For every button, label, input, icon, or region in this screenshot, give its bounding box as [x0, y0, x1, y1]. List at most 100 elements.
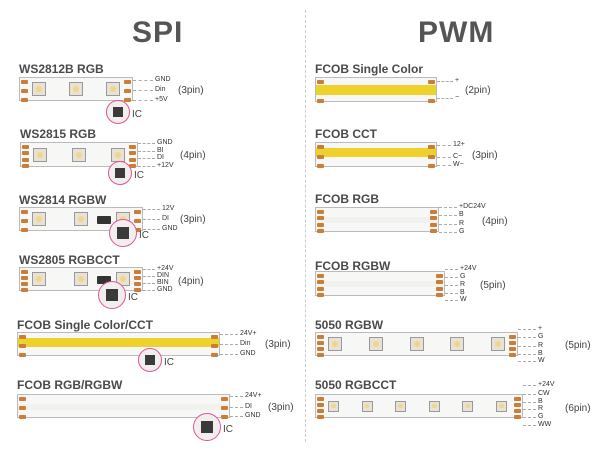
solder-pad [317, 335, 324, 339]
solder-pad [129, 145, 136, 149]
spi-pin-label: BIN [157, 279, 169, 286]
spi-pin-count: (4pin) [178, 276, 204, 287]
pin-lead-line [523, 409, 536, 410]
spi-pin-label: DI [162, 215, 169, 222]
solder-pad [317, 274, 324, 278]
solder-pad [21, 80, 28, 84]
solder-pad [22, 157, 29, 162]
led-emitter [37, 151, 43, 158]
spi-pin-label: +5V [155, 96, 168, 103]
solder-pad [21, 228, 28, 232]
solder-pad [317, 353, 324, 357]
solder-pad [317, 286, 324, 291]
solder-pad [19, 353, 26, 357]
led-emitter [115, 151, 121, 158]
pin-lead-line [230, 407, 243, 408]
led-chip [409, 337, 424, 351]
solder-pad [21, 270, 28, 274]
pin-lead-line [133, 80, 153, 81]
spi-pin-count: (3pin) [268, 402, 294, 413]
ic-label: IC [128, 292, 138, 303]
solder-pad [317, 341, 324, 345]
solder-pad [221, 415, 228, 419]
pwm-pin-label: 12+ [453, 141, 465, 148]
pin-lead-line [437, 81, 453, 82]
led-emitter [36, 86, 42, 92]
pin-lead-line [523, 425, 536, 426]
led-emitter [432, 403, 437, 409]
pin-lead-line [138, 158, 155, 159]
ic-magnifier-icon [108, 161, 132, 185]
solder-pad [22, 151, 29, 156]
spi-pin-label: BI [157, 147, 164, 154]
driver-chip [96, 216, 111, 224]
pin-lead-line [138, 166, 155, 167]
spi-pin-label: Din [155, 86, 166, 93]
solder-pad [124, 80, 131, 84]
pin-lead-line [143, 219, 160, 220]
solder-pad [21, 276, 28, 280]
solder-pad [124, 98, 131, 102]
pin-lead-line [220, 334, 238, 335]
solder-pad [317, 154, 324, 159]
pwm-pin-label: R [459, 220, 465, 227]
spi-pin-count: (3pin) [180, 214, 206, 225]
solder-pad [134, 288, 141, 292]
led-emitter [398, 403, 403, 409]
solder-pad [21, 210, 28, 214]
solder-pad [317, 216, 324, 221]
solder-pad [317, 280, 324, 285]
solder-pad [211, 344, 218, 348]
solder-pad [317, 397, 324, 401]
pwm-led-strip [315, 207, 439, 233]
led-emitter [413, 341, 420, 347]
spi-strip-title: FCOB RGB/RGBW [17, 378, 123, 392]
cob-light-band [18, 404, 229, 410]
pwm-pin-label: B [538, 350, 543, 357]
ic-chip-icon [115, 168, 125, 178]
pwm-pin-label: B [460, 289, 465, 296]
spi-pin-label: GND [240, 350, 256, 357]
pin-lead-line [220, 354, 238, 355]
pin-lead-line [133, 90, 153, 91]
solder-pad [134, 270, 141, 274]
pwm-pin-label: W− [453, 161, 464, 168]
pwm-pin-label: + [538, 325, 543, 332]
ic-magnifier-icon [193, 413, 221, 441]
pwm-pin-count: (5pin) [480, 280, 506, 291]
pin-lead-line [518, 346, 536, 347]
pwm-pin-label: CW [538, 390, 550, 397]
ic-magnifier-icon [138, 348, 162, 372]
spi-led-strip [17, 332, 220, 357]
ic-chip-icon [201, 421, 213, 433]
spi-pin-label: GND [245, 412, 261, 419]
solder-pad [129, 151, 136, 156]
solder-pad [19, 406, 26, 410]
pwm-pin-label: G [538, 413, 544, 420]
solder-pad [430, 229, 437, 233]
pin-lead-line [437, 157, 451, 158]
solder-pad [514, 409, 521, 413]
spi-header: SPI [132, 16, 184, 49]
pin-lead-line [439, 224, 457, 225]
spi-pin-label: 12V [162, 205, 175, 212]
pin-lead-line [518, 361, 536, 362]
pwm-pin-label: + [455, 77, 460, 84]
column-divider [305, 10, 306, 442]
pwm-led-strip [315, 332, 518, 357]
led-chip [395, 400, 407, 412]
spi-pin-label: DI [245, 403, 252, 410]
pwm-pin-label: G [459, 228, 465, 235]
led-chip [32, 212, 46, 226]
solder-pad [509, 335, 516, 339]
led-chip [361, 400, 373, 412]
pin-lead-line [143, 269, 155, 270]
pwm-led-strip [315, 271, 445, 297]
pwm-strip-title: FCOB RGBW [315, 259, 391, 273]
spi-pin-count: (3pin) [178, 85, 204, 96]
solder-pad [129, 164, 136, 168]
spi-pin-label: +24V [157, 265, 174, 272]
pin-lead-line [133, 100, 153, 101]
pin-lead-line [439, 207, 457, 208]
led-emitter [364, 403, 370, 409]
